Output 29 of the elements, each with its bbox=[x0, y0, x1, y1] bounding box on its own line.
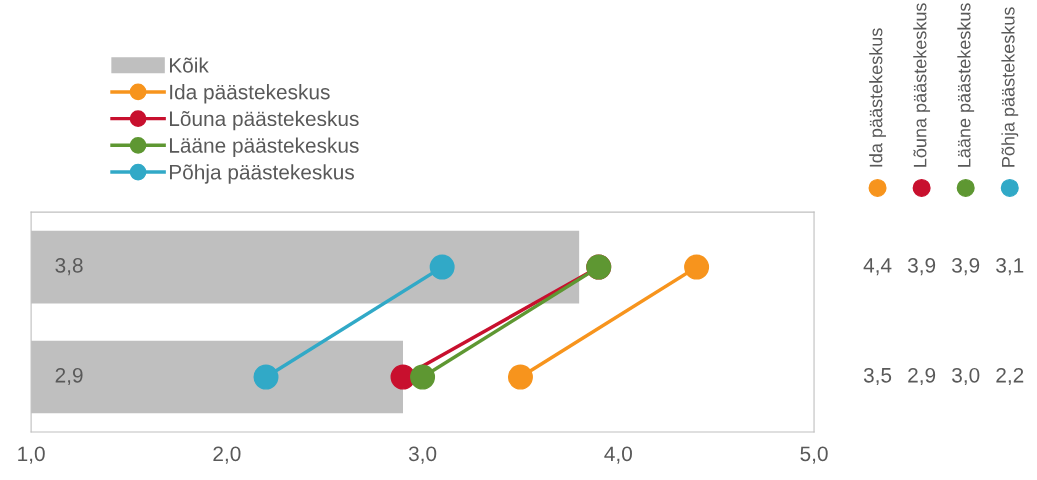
x-tick-label: 3,0 bbox=[408, 446, 437, 464]
text: Lääne päästekeskus bbox=[957, 3, 975, 167]
legend-label: Lääne päästekeskus bbox=[169, 137, 359, 157]
data-label: 4,4 bbox=[863, 258, 892, 276]
point bbox=[429, 254, 455, 280]
legend-label: Lõuna päästekeskus bbox=[169, 110, 359, 131]
text: Ida päästekeskus bbox=[869, 28, 886, 167]
x-tick-label: 5,0 bbox=[800, 446, 828, 464]
data-label: 3,0 bbox=[952, 367, 980, 386]
data-label: 2,2 bbox=[996, 367, 1024, 386]
point bbox=[684, 254, 710, 280]
point bbox=[253, 364, 279, 390]
legend-label: Põhja päästekeskus bbox=[169, 164, 354, 184]
data-label: 2,9 bbox=[908, 367, 936, 386]
data-label: 3,9 bbox=[907, 257, 936, 276]
data-label: 3,1 bbox=[996, 257, 1024, 276]
x-tick-label: 4,0 bbox=[604, 446, 632, 464]
legend-label: Ida päästekeskus bbox=[170, 84, 330, 104]
legend-label: Kõik bbox=[169, 57, 209, 73]
data-label: 3,5 bbox=[863, 367, 892, 386]
text: Lõuna päästekeskus bbox=[913, 3, 931, 167]
text: Põhja päästekeskus bbox=[1001, 7, 1019, 167]
data-label: 3,9 bbox=[952, 257, 980, 276]
data-label: 3,8 bbox=[55, 257, 83, 276]
x-tick-label: 2,0 bbox=[213, 446, 241, 464]
point bbox=[410, 364, 436, 390]
point bbox=[507, 364, 533, 390]
data-label: 2,9 bbox=[55, 367, 83, 386]
x-tick-label: 1,0 bbox=[18, 446, 45, 464]
